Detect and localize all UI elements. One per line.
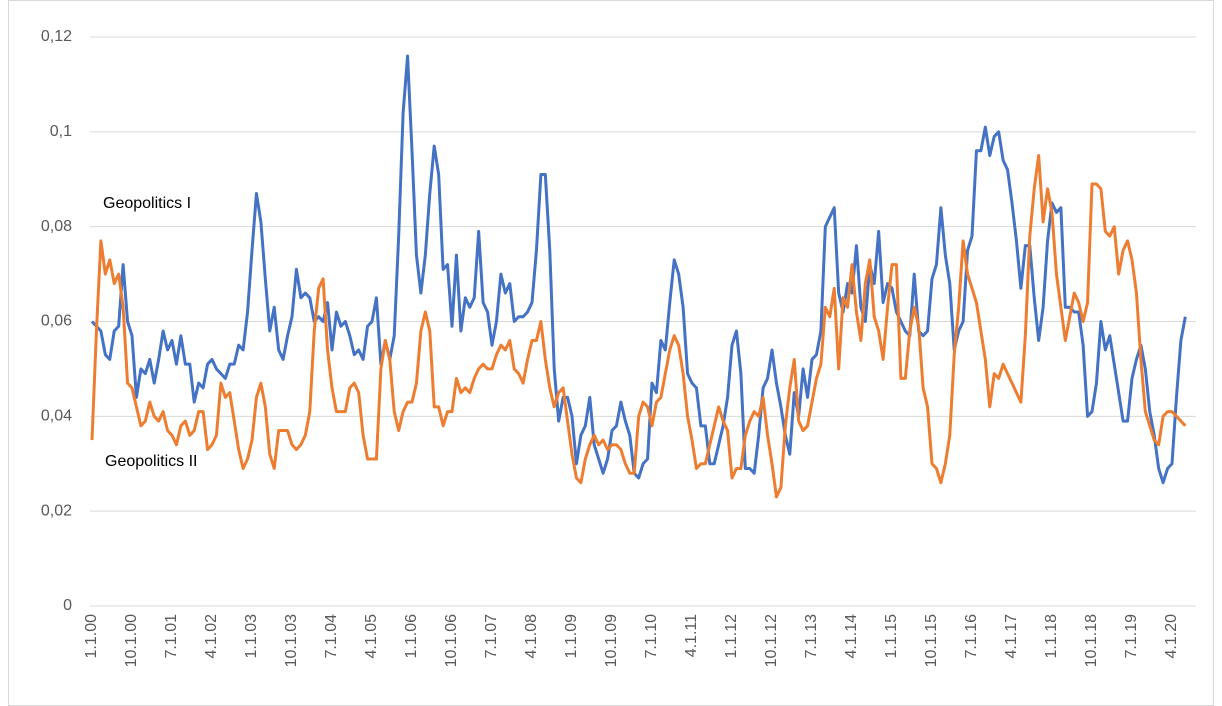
- x-tick-label: 10.1.03: [283, 614, 300, 667]
- y-tick-label: 0: [63, 597, 72, 614]
- x-tick-label: 7.1.16: [963, 614, 980, 659]
- x-tick-label: 1.1.00: [83, 614, 100, 659]
- x-tick-label: 10.1.12: [763, 614, 780, 667]
- x-tick-label: 1.1.06: [403, 614, 420, 659]
- x-tick-label: 10.1.18: [1083, 614, 1100, 667]
- series-label: Geopolitics I: [103, 195, 191, 212]
- x-tick-label: 4.1.14: [843, 614, 860, 659]
- x-tick-label: 4.1.11: [683, 614, 700, 657]
- y-tick-label: 0,08: [41, 218, 72, 235]
- x-tick-label: 4.1.08: [523, 614, 540, 659]
- x-tick-label: 1.1.12: [723, 614, 740, 659]
- chart-frame: [8, 0, 1214, 706]
- x-tick-label: 1.1.15: [883, 614, 900, 659]
- series-label: Geopolitics II: [105, 453, 197, 470]
- x-tick-label: 4.1.02: [203, 614, 220, 659]
- x-tick-label: 7.1.19: [1123, 614, 1140, 659]
- y-tick-label: 0,12: [41, 28, 72, 45]
- x-tick-label: 10.1.06: [443, 614, 460, 667]
- x-tick-label: 1.1.09: [563, 614, 580, 659]
- x-tick-label: 4.1.17: [1003, 614, 1020, 659]
- x-tick-label: 10.1.00: [123, 614, 140, 667]
- x-tick-label: 7.1.07: [483, 614, 500, 659]
- x-tick-label: 10.1.15: [923, 614, 940, 667]
- y-tick-label: 0,02: [41, 502, 72, 519]
- x-tick-label: 7.1.13: [803, 614, 820, 659]
- x-tick-label: 7.1.10: [643, 614, 660, 659]
- series-line: [90, 54, 1187, 485]
- x-tick-label: 1.1.18: [1043, 614, 1060, 659]
- x-tick-label: 10.1.09: [603, 614, 620, 667]
- x-tick-label: 4.1.20: [1163, 614, 1180, 659]
- series-line: [90, 154, 1187, 499]
- x-tick-label: 7.1.04: [323, 614, 340, 659]
- y-tick-label: 0,06: [41, 313, 72, 330]
- x-tick-label: 7.1.01: [163, 614, 180, 659]
- x-tick-label: 1.1.03: [243, 614, 260, 659]
- y-tick-label: 0,1: [50, 123, 72, 140]
- y-tick-label: 0,04: [41, 408, 72, 425]
- x-tick-label: 4.1.05: [363, 614, 380, 659]
